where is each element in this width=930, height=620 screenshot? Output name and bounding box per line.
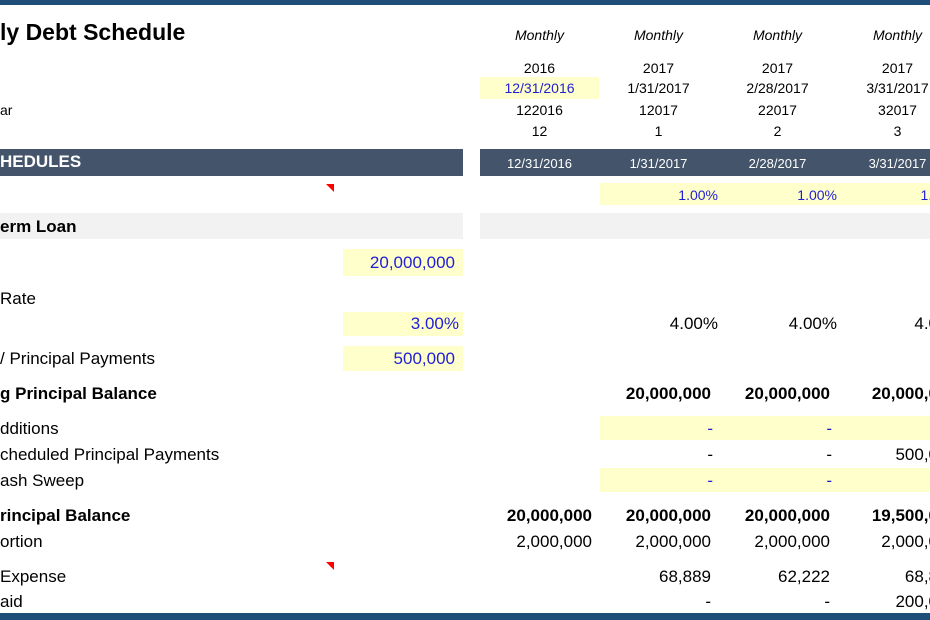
beginning-balance-label: g Principal Balance [0, 384, 157, 403]
cash-sweep-input-highlight [600, 468, 930, 492]
rate-input-2[interactable]: 1.00% [797, 187, 837, 203]
ending-balance-2: 20,000,000 [625, 506, 711, 525]
section-date-2: 1/31/2017 [629, 156, 688, 171]
header-period-code-2: 12017 [639, 102, 678, 118]
header-date-4: 3/31/2017 [866, 80, 929, 96]
cash-sweep-input-1[interactable]: - [707, 471, 713, 490]
sheet-title: ly Debt Schedule [0, 19, 186, 45]
subsection-band-left [0, 213, 463, 239]
interest-expense-1: 68,889 [659, 567, 711, 586]
rate-input-3[interactable]: 1.0 [920, 187, 930, 203]
header-year-1: 2016 [523, 60, 556, 76]
header-month-number-3: 2 [773, 123, 782, 139]
rate-input-highlight [600, 183, 930, 205]
header-date-3: 2/28/2017 [746, 80, 809, 96]
interest-paid-3: 200,0 [895, 592, 930, 611]
header-date-2: 1/31/2017 [627, 80, 690, 96]
section-title: HEDULES [0, 152, 82, 171]
header-month-number-4: 3 [893, 123, 902, 139]
beginning-balance-3: 20,000,0 [871, 384, 930, 403]
principal-payments-label: / Principal Payments [0, 349, 155, 368]
header-frequency-3: Monthly [752, 27, 803, 43]
header-period-code-1: 122016 [516, 102, 563, 118]
interest-rate-value-2: 4.00% [788, 314, 837, 333]
section-date-4: 3/31/2017 [868, 156, 927, 171]
cash-sweep-label: ash Sweep [0, 471, 85, 490]
additions-label: dditions [0, 419, 59, 438]
current-portion-2: 2,000,000 [635, 532, 711, 551]
principal-payments-input[interactable]: 500,000 [343, 346, 463, 371]
current-portion-label: ortion [0, 532, 43, 551]
section-band-right [480, 149, 930, 176]
comment-indicator[interactable] [326, 184, 334, 192]
header-year-2: 2017 [642, 60, 675, 76]
additions-input-highlight [600, 416, 930, 440]
additions-input-1[interactable]: - [707, 419, 713, 438]
scheduled-payments-1: - [707, 445, 713, 464]
section-date-1: 12/31/2016 [506, 156, 573, 171]
header-year-3: 2017 [761, 60, 794, 76]
subsection-band-right [480, 213, 930, 239]
additions-input-2[interactable]: - [826, 419, 832, 438]
section-band-left [0, 149, 463, 176]
loan-amount-input[interactable]: 20,000,000 [343, 249, 463, 276]
header-period-code-4: 32017 [878, 102, 917, 118]
interest-expense-2: 62,222 [778, 567, 830, 586]
beginning-balance-2: 20,000,000 [744, 384, 830, 403]
header-month-number-1: 12 [531, 123, 548, 139]
interest-expense-label: Expense [0, 567, 67, 586]
header-frequency-2: Monthly [633, 27, 684, 43]
term-loan-title: erm Loan [0, 217, 77, 236]
header-period-code-3: 22017 [758, 102, 797, 118]
header-date-input-1[interactable]: 12/31/2016 [480, 77, 599, 99]
ending-balance-3: 20,000,000 [744, 506, 830, 525]
section-date-3: 2/28/2017 [748, 156, 807, 171]
header-year-4: 2017 [881, 60, 914, 76]
cash-sweep-input-2[interactable]: - [826, 471, 832, 490]
header-month-number-2: 1 [654, 123, 663, 139]
scheduled-payments-2: - [826, 445, 832, 464]
header-frequency-1: Monthly [514, 27, 565, 43]
current-portion-1: 2,000,000 [516, 532, 592, 551]
interest-rate-input[interactable]: 3.00% [343, 312, 463, 336]
interest-expense-3: 68,8 [904, 567, 930, 586]
comment-indicator-interest[interactable] [326, 562, 334, 570]
interest-paid-1: - [705, 592, 711, 611]
current-portion-4: 2,000,0 [881, 532, 930, 551]
ending-balance-label: rincipal Balance [0, 506, 131, 525]
ending-balance-1: 20,000,000 [506, 506, 592, 525]
rate-label: Rate [0, 289, 36, 308]
ending-balance-4: 19,500,0 [871, 506, 930, 525]
interest-rate-value-3: 4.0 [914, 314, 930, 333]
bottom-frame-bar [0, 613, 930, 620]
rate-input-1[interactable]: 1.00% [678, 187, 718, 203]
header-frequency-4: Monthly [872, 27, 923, 43]
interest-rate-value-1: 4.00% [669, 314, 718, 333]
current-portion-3: 2,000,000 [754, 532, 830, 551]
scheduled-payments-label: cheduled Principal Payments [0, 445, 220, 464]
scheduled-payments-3: 500,0 [895, 445, 930, 464]
header-row-label-year: ar [0, 102, 13, 118]
beginning-balance-1: 20,000,000 [625, 384, 711, 403]
interest-paid-2: - [824, 592, 830, 611]
interest-paid-label: aid [0, 592, 23, 611]
top-frame-bar [0, 0, 930, 5]
